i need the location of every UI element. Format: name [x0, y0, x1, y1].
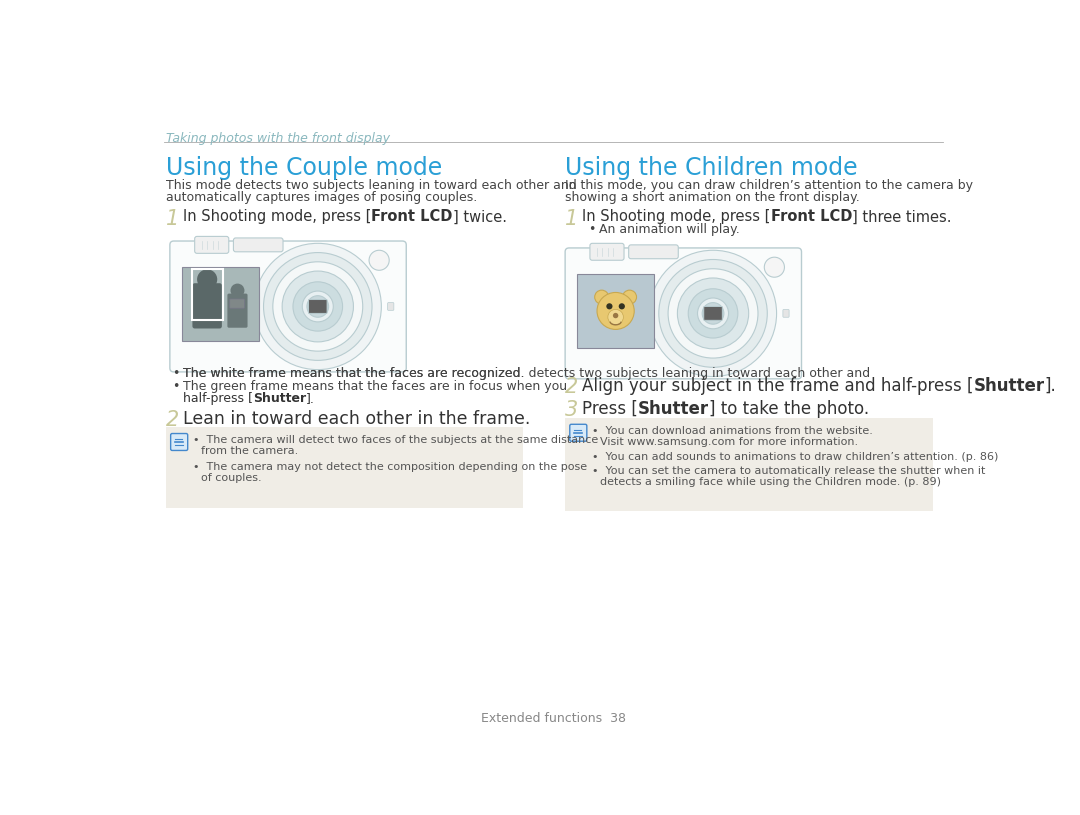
- Text: ] three times.: ] three times.: [852, 209, 951, 224]
- FancyBboxPatch shape: [565, 418, 933, 510]
- Text: from the camera.: from the camera.: [201, 446, 298, 456]
- Text: •: •: [172, 380, 179, 393]
- Text: ].: ].: [1044, 377, 1056, 394]
- FancyBboxPatch shape: [192, 284, 221, 328]
- Text: •: •: [172, 368, 179, 381]
- Text: 2: 2: [565, 377, 579, 397]
- Text: Lean in toward each other in the frame.: Lean in toward each other in the frame.: [183, 410, 530, 428]
- Circle shape: [369, 250, 389, 271]
- Text: •  You can set the camera to automatically release the shutter when it: • You can set the camera to automaticall…: [592, 466, 986, 476]
- Circle shape: [282, 271, 353, 341]
- Text: •  The camera may not detect the composition depending on the pose: • The camera may not detect the composit…: [193, 462, 588, 472]
- Circle shape: [606, 303, 612, 310]
- Circle shape: [765, 258, 784, 277]
- Text: 3: 3: [565, 399, 579, 420]
- Circle shape: [677, 278, 748, 349]
- FancyBboxPatch shape: [590, 244, 624, 260]
- Circle shape: [302, 291, 334, 322]
- Text: Visit www.samsung.com for more information.: Visit www.samsung.com for more informati…: [600, 437, 859, 447]
- Text: Front LCD: Front LCD: [372, 209, 453, 224]
- Circle shape: [312, 301, 323, 312]
- Text: An animation will play.: An animation will play.: [599, 223, 740, 236]
- Text: •  The camera will detect two faces of the subjects at the same distance: • The camera will detect two faces of th…: [193, 435, 598, 445]
- Text: Using the Couple mode: Using the Couple mode: [166, 156, 442, 179]
- Circle shape: [254, 244, 381, 370]
- Circle shape: [698, 298, 729, 328]
- Text: Using the Children mode: Using the Children mode: [565, 156, 858, 179]
- FancyBboxPatch shape: [166, 427, 523, 509]
- Text: Extended functions  38: Extended functions 38: [481, 712, 626, 725]
- FancyBboxPatch shape: [170, 241, 406, 372]
- Text: •: •: [589, 223, 596, 236]
- FancyBboxPatch shape: [230, 299, 244, 308]
- FancyBboxPatch shape: [181, 267, 259, 341]
- Text: Press [: Press [: [582, 399, 638, 417]
- FancyBboxPatch shape: [565, 248, 801, 379]
- Circle shape: [595, 290, 609, 304]
- FancyBboxPatch shape: [629, 244, 678, 258]
- Text: of couples.: of couples.: [201, 473, 261, 482]
- Text: detects a smiling face while using the Children mode. (p. 89): detects a smiling face while using the C…: [600, 477, 941, 487]
- Text: ].: ].: [306, 392, 315, 405]
- FancyBboxPatch shape: [228, 293, 247, 328]
- Text: Taking photos with the front display: Taking photos with the front display: [166, 133, 390, 145]
- Text: In Shooting mode, press [: In Shooting mode, press [: [183, 209, 372, 224]
- Circle shape: [688, 289, 738, 338]
- Text: The white frame means that the faces are recognized. detects two subjects leanin: The white frame means that the faces are…: [183, 368, 870, 381]
- Circle shape: [264, 253, 372, 360]
- FancyBboxPatch shape: [570, 425, 586, 441]
- Circle shape: [597, 293, 634, 329]
- Text: Shutter: Shutter: [638, 399, 710, 417]
- FancyBboxPatch shape: [388, 302, 394, 311]
- FancyBboxPatch shape: [233, 238, 283, 252]
- FancyBboxPatch shape: [704, 306, 723, 320]
- Circle shape: [619, 303, 625, 310]
- Text: The white frame means that the faces are recognized.: The white frame means that the faces are…: [183, 368, 525, 381]
- FancyBboxPatch shape: [194, 236, 229, 253]
- Circle shape: [649, 250, 777, 377]
- FancyBboxPatch shape: [309, 300, 327, 314]
- FancyBboxPatch shape: [171, 434, 188, 451]
- Circle shape: [307, 296, 328, 317]
- Text: In Shooting mode, press [: In Shooting mode, press [: [582, 209, 770, 224]
- Circle shape: [702, 302, 724, 324]
- Circle shape: [273, 262, 363, 351]
- Text: The green frame means that the faces are in focus when you: The green frame means that the faces are…: [183, 380, 567, 393]
- Text: In this mode, you can draw children’s attention to the camera by: In this mode, you can draw children’s at…: [565, 179, 973, 192]
- Circle shape: [197, 269, 217, 289]
- Circle shape: [707, 308, 718, 319]
- Circle shape: [230, 284, 244, 297]
- Text: showing a short animation on the front display.: showing a short animation on the front d…: [565, 191, 860, 204]
- Text: Shutter: Shutter: [974, 377, 1044, 394]
- FancyBboxPatch shape: [783, 310, 789, 317]
- Text: half-press [: half-press [: [183, 392, 253, 405]
- Circle shape: [659, 259, 767, 368]
- Text: Front LCD: Front LCD: [770, 209, 852, 224]
- Text: •  You can download animations from the website.: • You can download animations from the w…: [592, 425, 873, 436]
- Circle shape: [669, 269, 758, 358]
- Text: 1: 1: [565, 209, 579, 230]
- FancyBboxPatch shape: [577, 274, 654, 348]
- Text: Align your subject in the frame and half-press [: Align your subject in the frame and half…: [582, 377, 974, 394]
- Text: ] to take the photo.: ] to take the photo.: [710, 399, 869, 417]
- Circle shape: [608, 310, 623, 325]
- Text: automatically captures images of posing couples.: automatically captures images of posing …: [166, 191, 477, 204]
- Text: 2: 2: [166, 410, 179, 430]
- Circle shape: [293, 282, 342, 331]
- Circle shape: [622, 290, 636, 304]
- Text: •  You can add sounds to animations to draw children’s attention. (p. 86): • You can add sounds to animations to dr…: [592, 452, 999, 462]
- Text: ] twice.: ] twice.: [453, 209, 507, 224]
- Text: This mode detects two subjects leaning in toward each other and: This mode detects two subjects leaning i…: [166, 179, 577, 192]
- Text: Shutter: Shutter: [253, 392, 306, 405]
- Circle shape: [613, 313, 619, 318]
- Text: 1: 1: [166, 209, 179, 230]
